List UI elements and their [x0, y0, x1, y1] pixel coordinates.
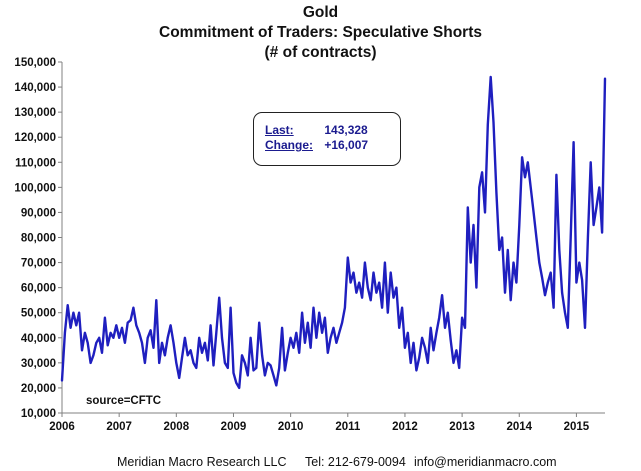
x-tick-label: 2012 [392, 421, 418, 433]
x-tick-label: 2008 [164, 421, 190, 433]
y-tick-label: 10,000 [21, 408, 56, 420]
change-label: Change: [265, 138, 313, 152]
footer-phone: Tel: 212-679-0094 [305, 455, 406, 469]
y-tick-label: 70,000 [21, 258, 56, 270]
footer-email[interactable]: info@meridianmacro.com [414, 455, 557, 469]
chart-title-line-1: Gold [302, 4, 339, 21]
y-tick-label: 140,000 [14, 82, 56, 94]
last-label: Last: [265, 123, 294, 137]
source-note: source=CFTC [86, 395, 162, 407]
x-tick-label: 2015 [564, 421, 590, 433]
y-tick-label: 110,000 [15, 157, 56, 169]
x-tick-label: 2010 [278, 421, 304, 433]
last-value: 143,328 [324, 123, 368, 137]
x-axis-ticks: 2006 2007 2008 2009 2010 2011 2012 2013 2014 2015 [49, 413, 590, 433]
y-tick-label: 60,000 [21, 283, 56, 295]
chart-title-line-2: Commitment of Traders: Speculative Short… [159, 24, 482, 41]
last-value-callout: Last: 143,328 Change: +16,007 [253, 112, 401, 166]
last-row: Last: 143,328 [265, 123, 368, 137]
footer-company: Meridian Macro Research LLC [117, 455, 287, 469]
change-value: +16,007 [324, 138, 369, 152]
y-tick-label: 20,000 [21, 383, 56, 395]
y-tick-label: 90,000 [21, 207, 56, 219]
change-row: Change: +16,007 [265, 138, 368, 152]
y-tick-label: 50,000 [21, 308, 56, 320]
y-tick-label: 80,000 [21, 233, 56, 245]
y-tick-label: 130,000 [14, 107, 56, 119]
x-tick-label: 2013 [449, 421, 475, 433]
y-tick-label: 30,000 [21, 358, 56, 370]
y-axis-ticks: 10,000 20,000 30,000 40,000 50,000 60,000 70,0… [14, 57, 62, 420]
y-tick-label: 150,000 [14, 57, 56, 69]
y-tick-label: 120,000 [14, 132, 56, 144]
x-tick-label: 2007 [106, 421, 132, 433]
x-tick-label: 2011 [335, 421, 361, 433]
x-tick-label: 2014 [506, 421, 532, 433]
x-tick-label: 2009 [221, 421, 247, 433]
y-tick-label: 40,000 [21, 333, 56, 345]
chart-title-line-3: (# of contracts) [264, 44, 377, 61]
x-tick-label: 2006 [49, 421, 75, 433]
y-tick-label: 100,000 [14, 182, 56, 194]
series-group [60, 75, 607, 390]
series-line [60, 75, 607, 390]
